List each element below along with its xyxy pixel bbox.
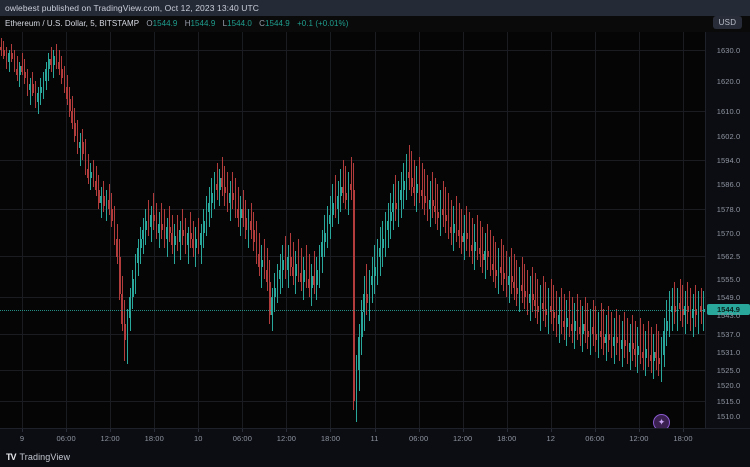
high-key: H	[184, 19, 191, 28]
price-tick-label: 1594.0	[716, 155, 741, 165]
grid-line-horizontal	[0, 370, 705, 372]
price-tick-label: 1570.0	[716, 229, 741, 239]
time-tick	[154, 429, 156, 432]
chart-legend: Ethereum / U.S. Dollar, 5, BITSTAMP O154…	[5, 18, 348, 30]
time-tick-label: 9	[19, 434, 25, 443]
time-tick	[682, 429, 684, 432]
price-tick-label: 1549.0	[716, 293, 741, 302]
high-value: 1544.9	[190, 19, 216, 28]
time-tick	[286, 429, 288, 432]
price-scale[interactable]: USD 1544.9 1630.0 1620.0 1610.0 1602.0 1594.…	[705, 15, 750, 428]
grid-line-vertical	[638, 32, 640, 428]
time-tick	[638, 429, 640, 432]
time-tick	[594, 429, 596, 432]
time-tick-label: 06:00	[408, 434, 429, 443]
grid-line-vertical	[286, 32, 288, 428]
time-tick	[506, 429, 508, 432]
time-tick-label: 11	[370, 434, 379, 443]
candlestick-series	[0, 32, 705, 428]
grid-line-vertical	[594, 32, 596, 428]
price-tick-label: 1537.0	[716, 329, 741, 339]
tradingview-label: TradingView	[19, 452, 71, 462]
time-tick	[110, 429, 112, 432]
time-tick	[550, 429, 552, 432]
grid-line-vertical	[550, 32, 552, 428]
price-tick-label: 1630.0	[716, 46, 741, 56]
time-tick	[66, 429, 68, 432]
time-scale[interactable]: 9 06:00 12:00 18:00 10 06:00 12:00 18:00 11 06:00…	[0, 428, 750, 447]
time-tick-label: 18:00	[497, 434, 517, 443]
symbol-label[interactable]: Ethereum / U.S. Dollar, 5, BITSTAMP	[5, 19, 140, 28]
price-tick-label: 1531.0	[716, 347, 741, 357]
time-tick	[462, 429, 464, 432]
open-key: O	[146, 19, 153, 28]
time-tick-label: 18:00	[320, 434, 341, 443]
time-tick-label: 12:00	[453, 434, 473, 443]
grid-line-vertical	[242, 32, 244, 428]
chart-pane[interactable]: ✦	[0, 32, 705, 428]
time-tick-label: 06:00	[232, 434, 252, 443]
price-tick-label: 1520.0	[716, 381, 741, 391]
current-price-tag: 1544.9	[707, 304, 750, 315]
grid-line-horizontal	[0, 50, 705, 52]
price-tick-label: 1586.0	[716, 180, 741, 190]
currency-label: USD	[712, 15, 743, 29]
price-tick-label: 1610.0	[716, 107, 741, 117]
grid-line-vertical	[506, 32, 508, 428]
price-tick-label: 1543.0	[716, 311, 741, 321]
time-tick	[198, 429, 200, 432]
change-value: +0.1 (+0.01%)	[297, 19, 349, 28]
grid-line-vertical	[66, 32, 68, 428]
price-tick-label: 1562.5	[716, 251, 741, 261]
last-price-line	[0, 309, 705, 311]
time-tick	[418, 429, 420, 432]
grid-line-vertical	[374, 32, 376, 428]
grid-line-horizontal	[0, 111, 705, 113]
time-tick-label: 12:00	[276, 434, 297, 443]
grid-line-horizontal	[0, 159, 705, 161]
price-tick-label: 1578.0	[716, 204, 741, 214]
tradingview-logo-icon: TV	[6, 452, 16, 462]
time-tick-label: 12:00	[629, 434, 649, 443]
close-value: 1544.9	[265, 19, 290, 28]
time-tick-label: 06:00	[56, 434, 76, 443]
grid-line-vertical	[418, 32, 420, 428]
grid-line-vertical	[330, 32, 332, 428]
grid-line-vertical	[682, 32, 684, 428]
grid-line-vertical	[462, 32, 464, 428]
low-value: 1544.0	[227, 19, 252, 28]
grid-line-horizontal	[0, 333, 705, 335]
grid-line-horizontal	[0, 208, 705, 210]
price-tick-label: 1510.0	[716, 411, 741, 421]
idea-marker-icon[interactable]: ✦	[653, 414, 670, 428]
currency-badge[interactable]: USD	[705, 14, 750, 30]
time-tick	[242, 429, 244, 432]
grid-line-horizontal	[0, 297, 705, 298]
time-tick-label: 18:00	[144, 434, 164, 443]
time-tick	[374, 429, 376, 432]
grid-line-vertical	[22, 32, 24, 428]
grid-line-vertical	[154, 32, 156, 428]
time-tick	[22, 429, 24, 432]
price-tick-label: 1620.0	[716, 76, 741, 86]
time-tick-label: 06:00	[585, 434, 605, 443]
price-tick-label: 1515.0	[716, 396, 741, 406]
grid-line-vertical	[110, 32, 112, 428]
time-tick-label: 10	[194, 434, 203, 443]
time-tick-label: 12	[546, 434, 556, 443]
price-tick-label: 1525.0	[716, 366, 741, 376]
grid-line-horizontal	[0, 255, 705, 257]
time-tick-label: 18:00	[673, 434, 693, 443]
close-key: C	[259, 19, 265, 28]
price-tick-label: 1555.0	[716, 274, 741, 284]
time-tick-label: 12:00	[100, 434, 120, 443]
time-tick	[330, 429, 332, 432]
attribution-bar: owlebest published on TradingView.com, O…	[0, 0, 750, 16]
grid-line-horizontal	[0, 400, 705, 402]
footer-branding: TV TradingView	[0, 447, 750, 467]
price-tick-label: 1602.0	[716, 131, 741, 141]
low-key: L	[222, 19, 228, 28]
open-value: 1544.9	[152, 19, 178, 28]
